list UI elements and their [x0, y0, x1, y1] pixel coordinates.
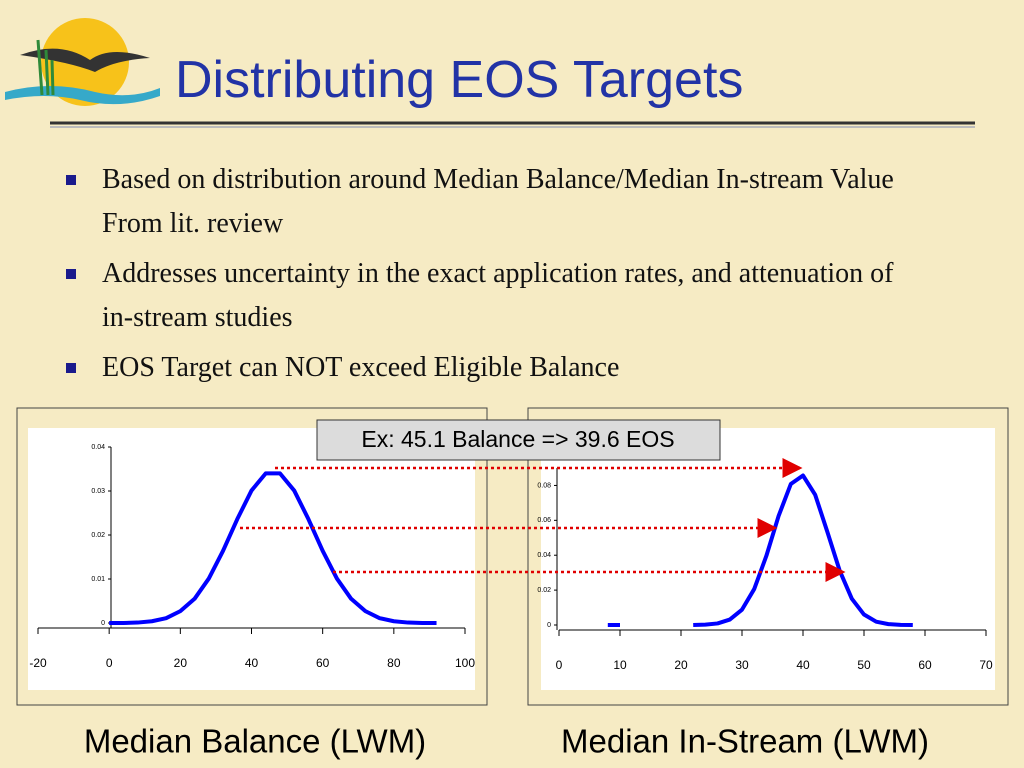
logo-water: [5, 86, 160, 105]
bullet: Based on distribution around Median Bala…: [60, 158, 910, 246]
y-tick-label: 0.04: [537, 552, 551, 559]
x-tick-label: 0: [556, 658, 563, 672]
y-tick-label: 0.06: [537, 517, 551, 524]
x-tick-label: 40: [245, 656, 259, 670]
y-tick-label: 0.02: [537, 587, 551, 594]
plot-area: [28, 428, 475, 690]
y-tick-label: 0.08: [537, 482, 551, 489]
x-tick-label: -20: [29, 656, 47, 670]
y-tick-label: 0.02: [91, 532, 105, 539]
plot-area: [541, 428, 995, 690]
bullet-list: Based on distribution around Median Bala…: [60, 158, 910, 396]
y-tick-label: 0: [101, 620, 105, 627]
x-tick-label: 70: [979, 658, 993, 672]
annotation: Ex: 45.1 Balance => 39.6 EOS: [361, 426, 674, 452]
x-tick-label: 40: [796, 658, 810, 672]
x-tick-label: 60: [316, 656, 330, 670]
curve: [693, 473, 913, 627]
x-tick-label: 0: [106, 656, 113, 670]
x-tick-label: 30: [735, 658, 749, 672]
slide-title: Distributing EOS Targets: [175, 51, 744, 109]
logo-reeds: [36, 39, 55, 96]
y-tick-label: 0.01: [91, 576, 105, 583]
chart-frame: [527, 407, 1009, 706]
chart-frame: [16, 407, 488, 706]
annotation-box: [316, 419, 721, 461]
y-tick-label: 0.03: [91, 488, 105, 495]
curve: [109, 471, 437, 625]
y-tick-label: 0.04: [91, 444, 105, 451]
x-tick-label: 50: [857, 658, 871, 672]
x-tick-label: 20: [674, 658, 688, 672]
bullet: EOS Target can NOT exceed Eligible Balan…: [60, 346, 910, 390]
y-tick-label: 0: [547, 622, 551, 629]
x-tick-label: 100: [455, 656, 475, 670]
x-tick-label: 20: [174, 656, 188, 670]
bullet: Addresses uncertainty in the exact appli…: [60, 252, 910, 340]
x-tick-label: 10: [613, 658, 627, 672]
logo-bird: [20, 48, 150, 72]
x-tick-label: 60: [918, 658, 932, 672]
x-axis-label: Median Balance (LWM): [84, 723, 426, 760]
x-axis-label: Median In-Stream (LWM): [561, 723, 929, 760]
x-tick-label: 80: [387, 656, 401, 670]
